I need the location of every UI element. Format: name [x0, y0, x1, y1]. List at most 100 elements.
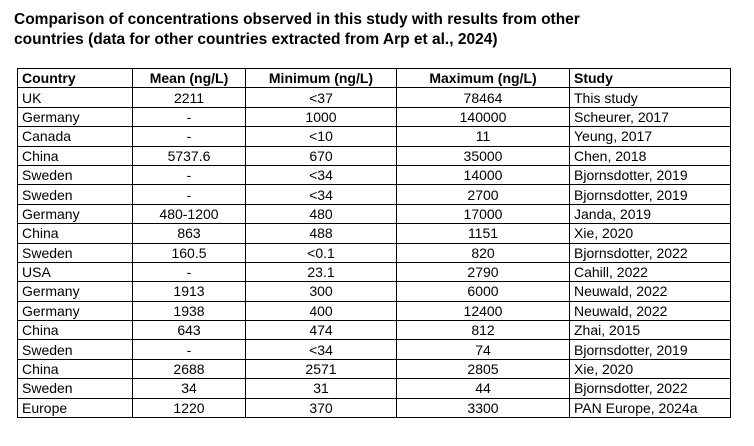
cell-mean: 480-1200 [132, 203, 246, 225]
cell-maximum: 74 [396, 339, 570, 360]
cell-study: Bjornsdotter, 2022 [569, 378, 731, 399]
cell-minimum: 2571 [245, 358, 397, 380]
cell-maximum: 78464 [396, 87, 570, 108]
cell-country: Europe [17, 397, 133, 419]
cell-study: Chen, 2018 [569, 145, 731, 166]
cell-maximum: 14000 [396, 164, 570, 186]
cell-minimum: 474 [245, 320, 397, 341]
table-row: UK 2211 <37 78464 This study [17, 87, 731, 108]
cell-study: Bjornsdotter, 2019 [569, 339, 731, 360]
table-row: Sweden - <34 2700 Bjornsdotter, 2019 [17, 184, 731, 205]
table-row: Germany 1938 400 12400 Neuwald, 2022 [17, 300, 731, 322]
cell-country: Germany [17, 300, 133, 322]
header-study: Study [569, 67, 731, 89]
table-row: Germany 480-1200 480 17000 Janda, 2019 [17, 203, 731, 225]
cell-minimum: 370 [245, 397, 397, 419]
cell-country: Canada [17, 126, 133, 147]
cell-study: Bjornsdotter, 2019 [569, 164, 731, 186]
cell-mean: 160.5 [132, 242, 246, 263]
cell-mean: - [132, 261, 246, 283]
header-country: Country [17, 67, 133, 89]
cell-mean: 1913 [132, 281, 246, 302]
cell-study: This study [569, 87, 731, 108]
header-maximum: Maximum (ng/L) [396, 67, 570, 89]
cell-study: Xie, 2020 [569, 223, 731, 244]
cell-study: PAN Europe, 2024a [569, 397, 731, 419]
cell-country: Germany [17, 281, 133, 302]
cell-mean: - [132, 106, 246, 128]
cell-minimum: 1000 [245, 106, 397, 128]
table-header-row: Country Mean (ng/L) Minimum (ng/L) Maxim… [17, 67, 731, 89]
cell-study: Bjornsdotter, 2019 [569, 184, 731, 205]
cell-country: Sweden [17, 184, 133, 205]
cell-mean: 34 [132, 378, 246, 399]
cell-maximum: 35000 [396, 145, 570, 166]
cell-country: China [17, 320, 133, 341]
table-row: Sweden 160.5 <0.1 820 Bjornsdotter, 2022 [17, 242, 731, 263]
cell-maximum: 3300 [396, 397, 570, 419]
table-row: Germany -1000 140000 Scheurer, 2017 [17, 106, 731, 128]
caption-line-1: Comparison of concentrations observed in… [14, 11, 580, 28]
table-row: Sweden - <34 74 Bjornsdotter, 2019 [17, 339, 731, 360]
cell-study: Neuwald, 2022 [569, 300, 731, 322]
table-caption: Comparison of concentrations observed in… [14, 10, 734, 50]
cell-minimum: <37 [245, 87, 397, 108]
cell-minimum: 488 [245, 223, 397, 244]
cell-study: Neuwald, 2022 [569, 281, 731, 302]
cell-study: Scheurer, 2017 [569, 106, 731, 128]
cell-maximum: 6000 [396, 281, 570, 302]
cell-country: Sweden [17, 242, 133, 263]
cell-maximum: 820 [396, 242, 570, 263]
table-row: Sweden 34 31 44 Bjornsdotter, 2022 [17, 378, 731, 399]
cell-minimum: 400 [245, 300, 397, 322]
cell-country: China [17, 358, 133, 380]
cell-maximum: 2805 [396, 358, 570, 380]
cell-minimum: <34 [245, 184, 397, 205]
cell-mean: 2211 [132, 87, 246, 108]
cell-maximum: 44 [396, 378, 570, 399]
cell-country: Germany [17, 106, 133, 128]
table-row: China 5737.6 670 35000 Chen, 2018 [17, 145, 731, 166]
cell-mean: 863 [132, 223, 246, 244]
cell-minimum: 480 [245, 203, 397, 225]
cell-mean: 643 [132, 320, 246, 341]
cell-study: Zhai, 2015 [569, 320, 731, 341]
cell-mean: - [132, 164, 246, 186]
cell-minimum: 670 [245, 145, 397, 166]
cell-maximum: 2790 [396, 261, 570, 283]
cell-minimum: 23.1 [245, 261, 397, 283]
cell-minimum: <34 [245, 339, 397, 360]
cell-mean: - [132, 126, 246, 147]
cell-maximum: 812 [396, 320, 570, 341]
cell-maximum: 2700 [396, 184, 570, 205]
header-mean: Mean (ng/L) [132, 67, 246, 89]
cell-minimum: 31 [245, 378, 397, 399]
cell-maximum: 11 [396, 126, 570, 147]
cell-mean: 2688 [132, 358, 246, 380]
cell-minimum: <0.1 [245, 242, 397, 263]
cell-minimum: 300 [245, 281, 397, 302]
cell-maximum: 140000 [396, 106, 570, 128]
cell-mean: 1938 [132, 300, 246, 322]
header-minimum: Minimum (ng/L) [245, 67, 397, 89]
table-row: Canada - <10 11 Yeung, 2017 [17, 126, 731, 147]
cell-country: USA [17, 261, 133, 283]
cell-mean: - [132, 184, 246, 205]
cell-maximum: 12400 [396, 300, 570, 322]
table-row: Germany 1913 300 6000 Neuwald, 2022 [17, 281, 731, 302]
cell-maximum: 17000 [396, 203, 570, 225]
concentration-comparison-table: Country Mean (ng/L) Minimum (ng/L) Maxim… [17, 67, 731, 419]
cell-study: Yeung, 2017 [569, 126, 731, 147]
cell-minimum: <34 [245, 164, 397, 186]
table-row: China 863 488 1151 Xie, 2020 [17, 223, 731, 244]
cell-study: Cahill, 2022 [569, 261, 731, 283]
cell-mean: - [132, 339, 246, 360]
table-row: Europe 1220 370 3300 PAN Europe, 2024a [17, 397, 731, 419]
cell-country: UK [17, 87, 133, 108]
cell-study: Janda, 2019 [569, 203, 731, 225]
cell-mean: 5737.6 [132, 145, 246, 166]
cell-study: Bjornsdotter, 2022 [569, 242, 731, 263]
caption-line-2: countries (data for other countries extr… [14, 31, 498, 48]
cell-country: Sweden [17, 339, 133, 360]
table-row: China 643 474 812 Zhai, 2015 [17, 320, 731, 341]
